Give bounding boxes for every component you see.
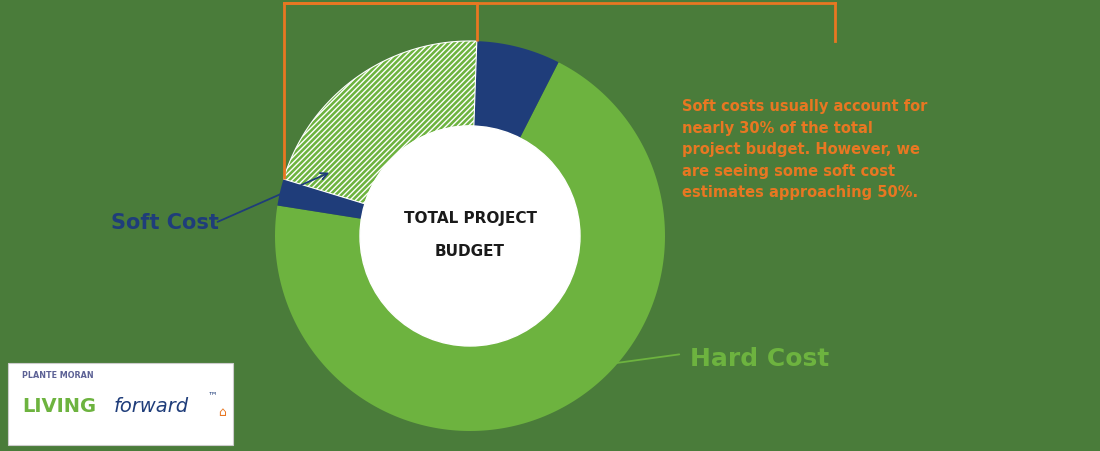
Text: Soft Cost: Soft Cost <box>111 213 219 233</box>
Text: TOTAL PROJECT: TOTAL PROJECT <box>404 211 537 226</box>
Text: Soft costs usually account for
nearly 30% of the total
project budget. However, : Soft costs usually account for nearly 30… <box>682 99 927 200</box>
Circle shape <box>360 126 580 346</box>
Text: ⌂: ⌂ <box>218 406 226 419</box>
Text: forward: forward <box>114 397 189 417</box>
Text: BUDGET: BUDGET <box>434 244 505 258</box>
Text: ™: ™ <box>208 390 218 400</box>
Bar <box>8 363 233 445</box>
Polygon shape <box>275 62 666 431</box>
Polygon shape <box>284 41 476 204</box>
Polygon shape <box>277 41 559 219</box>
Text: LIVING: LIVING <box>22 397 96 417</box>
Text: Hard Cost: Hard Cost <box>690 347 829 371</box>
Text: PLANTE MORAN: PLANTE MORAN <box>22 371 94 379</box>
Polygon shape <box>284 41 476 204</box>
